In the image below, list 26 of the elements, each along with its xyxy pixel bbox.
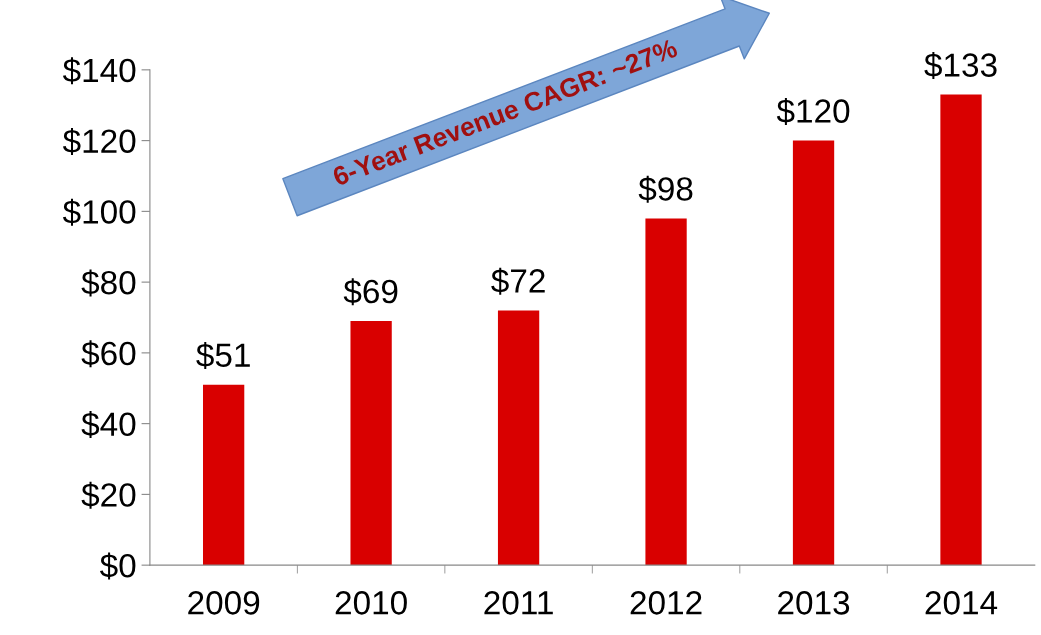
data-label: $98 bbox=[638, 175, 693, 203]
data-label: $69 bbox=[343, 278, 398, 306]
bar bbox=[940, 94, 982, 566]
data-label: $72 bbox=[491, 267, 545, 295]
y-tick-label: $20 bbox=[81, 481, 136, 509]
bar bbox=[350, 321, 392, 566]
x-tick-label: 2013 bbox=[778, 591, 850, 615]
y-tick-label: $0 bbox=[100, 552, 136, 580]
y-tick-label: $100 bbox=[62, 198, 136, 226]
x-tick-label: 2014 bbox=[925, 591, 998, 615]
y-tick-label: $140 bbox=[62, 57, 136, 85]
x-tick-label: 2010 bbox=[335, 591, 407, 615]
bar bbox=[792, 140, 835, 566]
bar bbox=[645, 218, 687, 566]
x-tick-label: 2009 bbox=[188, 591, 260, 615]
y-tick-label: $40 bbox=[81, 411, 136, 439]
y-tick-label: $60 bbox=[81, 340, 136, 368]
data-label: $51 bbox=[196, 342, 250, 369]
x-tick-label: 2011 bbox=[484, 591, 553, 615]
y-tick-label: $120 bbox=[62, 128, 136, 155]
x-tick-label: 2012 bbox=[630, 591, 702, 615]
bar bbox=[497, 310, 540, 566]
data-label: $133 bbox=[924, 51, 997, 79]
y-tick-label: $80 bbox=[81, 269, 136, 297]
bar bbox=[202, 384, 245, 566]
data-label: $120 bbox=[776, 97, 850, 125]
